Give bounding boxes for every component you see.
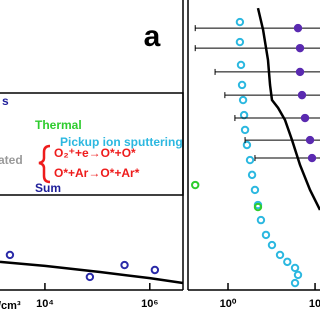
data-point bbox=[283, 257, 292, 267]
x-tick-label: 10⁴ bbox=[36, 298, 54, 310]
data-point bbox=[267, 240, 277, 250]
data-point bbox=[85, 272, 95, 282]
x-tick-label: 10⁰ bbox=[220, 298, 237, 310]
x-tick-label: 10⁶ bbox=[141, 298, 158, 310]
data-point bbox=[150, 265, 160, 275]
data-point bbox=[240, 125, 250, 135]
data-point bbox=[307, 153, 317, 163]
data-point bbox=[275, 250, 285, 260]
panel-label: a bbox=[144, 20, 161, 53]
data-point bbox=[242, 140, 252, 150]
data-point bbox=[293, 270, 303, 280]
data-point bbox=[235, 37, 245, 47]
x-axis-label: /cm³ bbox=[0, 300, 21, 312]
data-point bbox=[239, 110, 249, 120]
data-point bbox=[295, 43, 305, 53]
data-point bbox=[191, 180, 200, 190]
x-tick-label: 10 bbox=[309, 298, 320, 310]
data-point bbox=[245, 155, 255, 165]
data-point bbox=[297, 90, 307, 100]
legend-label: Thermal bbox=[35, 118, 82, 132]
annotation: ated bbox=[0, 153, 23, 167]
data-point bbox=[250, 185, 260, 195]
data-point bbox=[236, 60, 246, 70]
legend-label: O₂⁺+e→O*+O* bbox=[54, 146, 136, 160]
data-point bbox=[247, 170, 257, 180]
data-point bbox=[300, 113, 310, 123]
data-line bbox=[0, 260, 184, 285]
data-point bbox=[120, 260, 129, 270]
legend-label: O*+Ar→O*+Ar* bbox=[54, 166, 140, 180]
data-point bbox=[305, 135, 315, 145]
data-point bbox=[295, 67, 305, 77]
data-point bbox=[293, 23, 303, 33]
legend-label: Sum bbox=[35, 181, 61, 195]
data-point bbox=[237, 80, 247, 90]
data-point bbox=[5, 250, 15, 260]
data-point bbox=[256, 215, 266, 225]
legend-label: Pickup ion sputtering bbox=[60, 135, 183, 149]
data-point bbox=[290, 278, 300, 288]
data-point bbox=[235, 17, 245, 27]
data-point bbox=[238, 95, 248, 105]
legend-brace bbox=[38, 144, 51, 184]
data-point bbox=[261, 230, 271, 240]
data-point bbox=[290, 263, 300, 273]
data-point bbox=[253, 202, 263, 212]
annotation: s bbox=[2, 94, 9, 108]
data-line bbox=[256, 7, 320, 211]
